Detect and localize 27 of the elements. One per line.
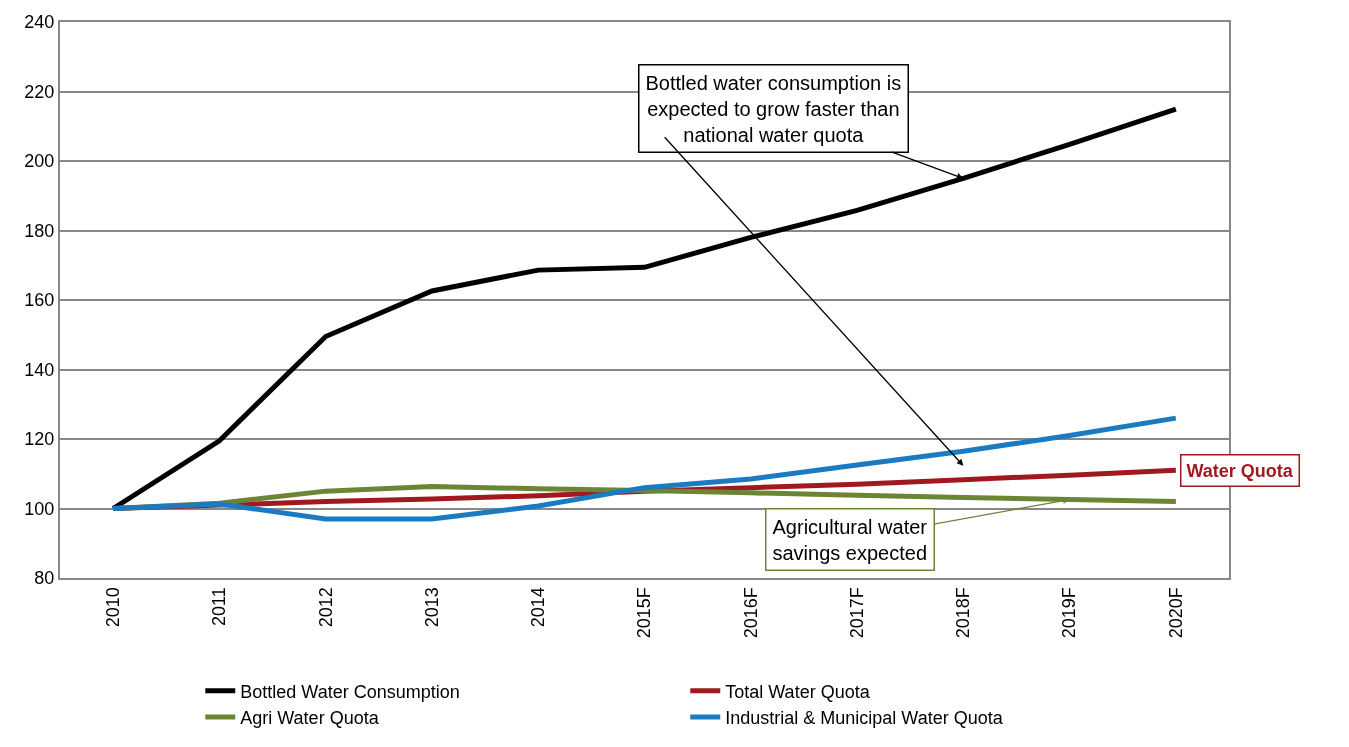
annotation: Bottled water consumption is expected to grow faster than national water quota bbox=[645, 71, 902, 146]
x-tick-label: 2020F bbox=[1165, 587, 1186, 639]
y-tick-label: 160 bbox=[24, 290, 55, 311]
x-tick-label: 2018F bbox=[953, 587, 974, 639]
y-tick-label: 140 bbox=[24, 359, 55, 380]
annotation: Agricultural water savings expected bbox=[772, 515, 928, 564]
y-tick-label: 180 bbox=[24, 220, 55, 241]
x-tick-label: 2019F bbox=[1059, 587, 1080, 639]
x-tick-label: 2015F bbox=[634, 587, 655, 639]
y-tick-label: 100 bbox=[24, 498, 55, 519]
y-tick-label: 200 bbox=[24, 151, 55, 172]
legend-label: Industrial & Municipal Water Quota bbox=[725, 708, 1004, 729]
annotation: Water Quota bbox=[1186, 460, 1294, 481]
x-tick-label: 2013 bbox=[421, 587, 442, 628]
y-tick-label: 240 bbox=[24, 12, 55, 33]
x-tick-label: 2016F bbox=[740, 587, 761, 639]
y-tick-label: 80 bbox=[34, 568, 55, 589]
legend-label: Agri Water Quota bbox=[240, 708, 380, 729]
legend-label: Total Water Quota bbox=[725, 681, 871, 702]
x-tick-label: 2012 bbox=[315, 587, 336, 628]
legend-label: Bottled Water Consumption bbox=[240, 681, 460, 702]
y-tick-label: 220 bbox=[24, 81, 55, 102]
x-tick-label: 2011 bbox=[209, 587, 230, 626]
x-tick-label: 2014 bbox=[528, 587, 549, 628]
x-tick-label: 2017F bbox=[846, 587, 867, 639]
x-tick-label: 2010 bbox=[102, 587, 123, 628]
y-tick-label: 120 bbox=[24, 429, 55, 450]
